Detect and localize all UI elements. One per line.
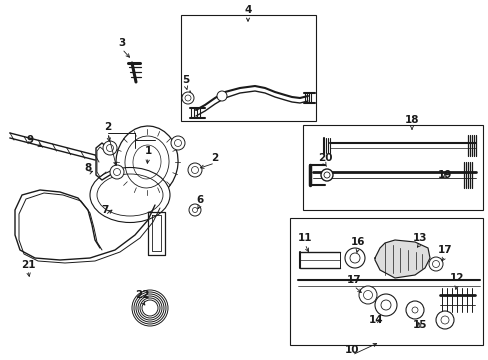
Text: 2: 2 [211,153,218,163]
Circle shape [428,257,442,271]
Text: 8: 8 [84,163,91,173]
Text: 3: 3 [118,38,125,48]
Text: 17: 17 [346,275,361,285]
Circle shape [358,286,376,304]
Text: 9: 9 [26,135,34,145]
Text: 1: 1 [144,146,151,156]
Circle shape [110,165,124,179]
Text: 11: 11 [297,233,312,243]
Circle shape [171,136,184,150]
Text: 18: 18 [404,115,418,125]
Text: 12: 12 [449,273,463,283]
Polygon shape [374,240,429,278]
Circle shape [217,91,226,101]
Text: 20: 20 [317,153,331,163]
Text: 4: 4 [244,5,251,15]
Text: 22: 22 [135,290,149,300]
Circle shape [405,301,423,319]
Text: 10: 10 [344,345,359,355]
Circle shape [187,163,202,177]
Text: 13: 13 [412,233,427,243]
Circle shape [374,294,396,316]
Text: 17: 17 [437,245,451,255]
Circle shape [345,248,364,268]
Circle shape [320,169,332,181]
Text: 14: 14 [368,315,383,325]
Bar [289,218,482,345]
Bar [181,15,315,121]
Bar [303,125,482,210]
Circle shape [435,311,453,329]
Text: 16: 16 [350,237,365,247]
Text: 7: 7 [101,205,108,215]
Ellipse shape [90,167,170,222]
Circle shape [182,92,194,104]
Text: 19: 19 [437,170,451,180]
Circle shape [189,204,201,216]
Text: 21: 21 [20,260,35,270]
Text: 15: 15 [412,320,427,330]
Text: 6: 6 [196,195,203,205]
Circle shape [103,141,117,155]
Text: 5: 5 [182,75,189,85]
Ellipse shape [116,126,178,198]
Text: 2: 2 [104,122,111,132]
